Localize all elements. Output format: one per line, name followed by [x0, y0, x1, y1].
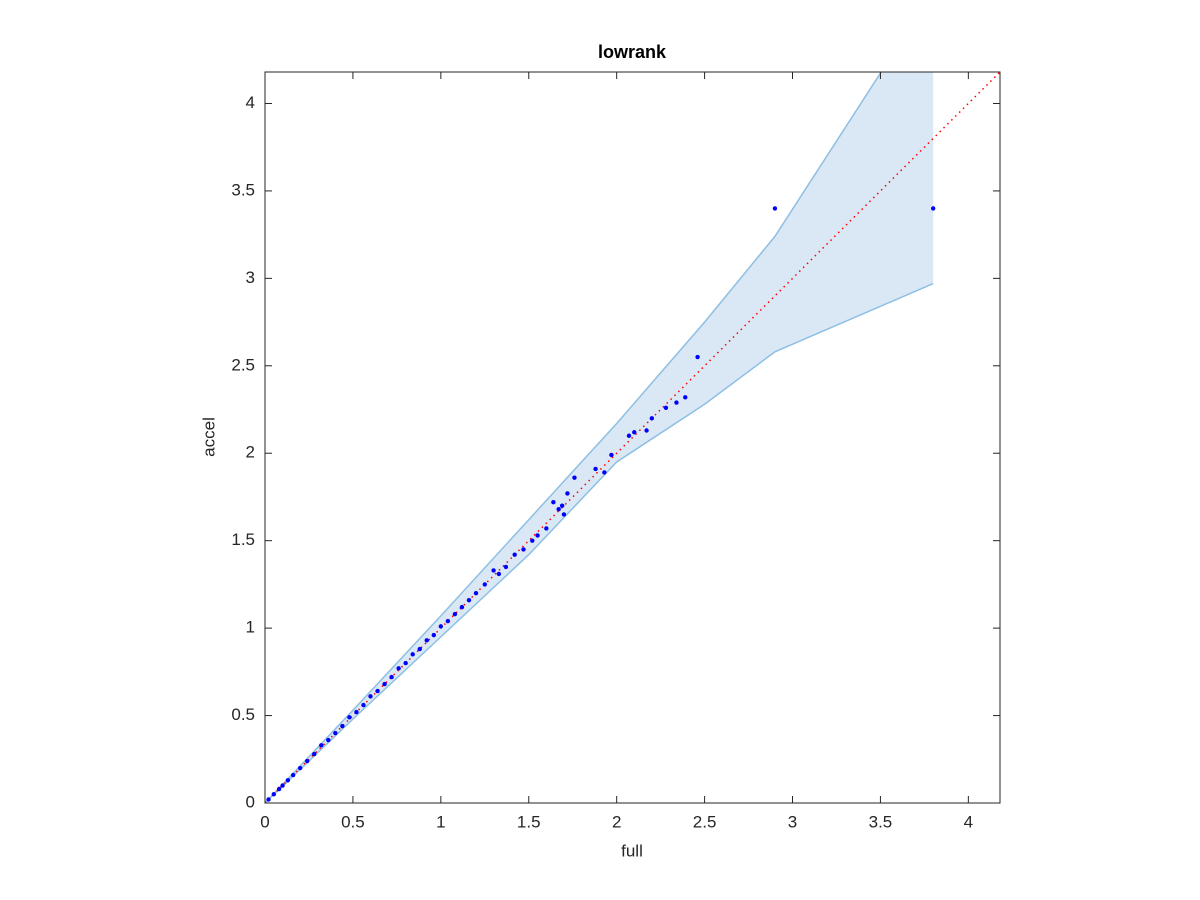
x-tick-label: 4 [964, 812, 973, 831]
point [473, 590, 479, 596]
y-tick-label: 1.5 [231, 530, 255, 549]
y-axis-label: accel [199, 417, 218, 457]
x-tick-label: 1.5 [517, 812, 541, 831]
point [410, 652, 415, 657]
point [930, 206, 936, 211]
y-tick-label: 1 [246, 618, 255, 637]
point [561, 512, 567, 517]
point [772, 206, 778, 211]
point [674, 400, 679, 405]
point [305, 758, 310, 764]
point [521, 547, 526, 552]
point [572, 475, 577, 480]
point [445, 618, 451, 624]
point [276, 786, 282, 792]
point [535, 533, 540, 538]
point [271, 792, 276, 797]
point [326, 737, 331, 743]
point [389, 674, 394, 680]
point [347, 715, 352, 720]
point [609, 452, 614, 458]
point [649, 416, 655, 421]
point [375, 688, 380, 694]
point [280, 783, 285, 788]
y-tick-label: 0.5 [231, 705, 255, 724]
point [544, 526, 549, 531]
point [466, 597, 472, 603]
point [417, 646, 422, 652]
point [354, 709, 359, 715]
chart-title: lowrank [598, 42, 667, 62]
point [285, 778, 291, 783]
y-tick-label: 2 [246, 443, 255, 462]
point [361, 702, 366, 708]
point [512, 552, 517, 557]
x-tick-label: 2 [612, 812, 621, 831]
point [491, 568, 496, 573]
point [644, 428, 649, 433]
y-tick-label: 3.5 [231, 180, 255, 199]
point [452, 611, 458, 617]
point [695, 354, 700, 360]
point [368, 694, 373, 699]
reference-line [265, 72, 1000, 803]
point [290, 772, 296, 778]
x-tick-label: 1 [436, 812, 445, 831]
point [503, 564, 509, 570]
point [683, 395, 688, 400]
point [382, 681, 387, 687]
point [482, 582, 487, 587]
point [626, 433, 632, 438]
y-tick-label: 4 [246, 93, 255, 112]
point [403, 660, 408, 666]
y-tick-label: 2.5 [231, 355, 255, 374]
x-tick-label: 3 [788, 812, 797, 831]
point [496, 571, 502, 577]
point [565, 491, 570, 496]
band-upper-edge [265, 72, 883, 803]
point [602, 470, 607, 475]
point [663, 405, 669, 410]
axes-box [264, 71, 1001, 804]
point [593, 466, 598, 472]
y-tick-label: 3 [246, 268, 255, 287]
x-axis-label: full [621, 841, 643, 860]
y-tick-label: 0 [246, 792, 255, 811]
point [438, 624, 444, 629]
point [424, 638, 429, 643]
point [312, 751, 317, 757]
point [556, 507, 561, 512]
point [266, 797, 271, 802]
point [431, 632, 437, 638]
point [333, 730, 338, 736]
point [319, 743, 324, 748]
plot-area [265, 72, 1000, 803]
point [632, 430, 637, 435]
point [297, 765, 303, 771]
confidence-band [265, 72, 934, 803]
point [530, 538, 535, 543]
point [396, 666, 401, 671]
x-tick-label: 3.5 [869, 812, 893, 831]
band-lower-edge [265, 282, 934, 803]
x-tick-label: 2.5 [693, 812, 717, 831]
point [559, 503, 565, 508]
x-tick-label: 0.5 [341, 812, 365, 831]
x-tick-label: 0 [260, 812, 269, 831]
point [551, 500, 556, 505]
point [340, 723, 345, 729]
point [459, 604, 465, 610]
